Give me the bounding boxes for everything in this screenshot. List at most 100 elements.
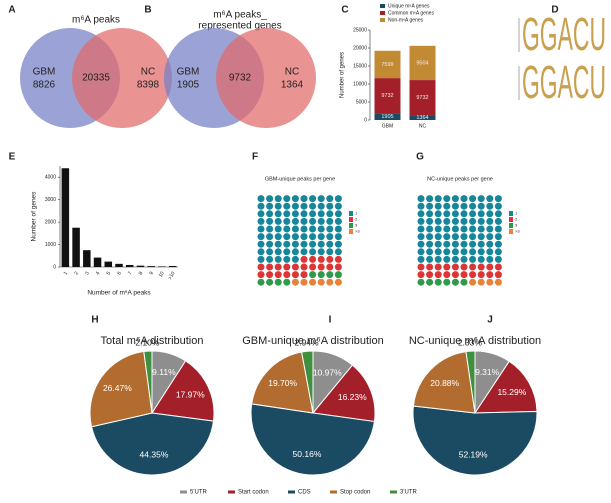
- waffle-cell: [443, 278, 451, 286]
- legend-label: Unique m⁶A genes: [388, 3, 430, 9]
- waffle-cell: [334, 210, 342, 218]
- waffle-cell: [257, 255, 265, 263]
- waffle-cell: [300, 233, 308, 241]
- venn-title: m⁶A peaks: [72, 15, 120, 26]
- legend-label: 2: [515, 217, 518, 222]
- pie-title: NC-unique m⁶A distribution: [409, 335, 541, 347]
- waffle-cell: [291, 271, 299, 279]
- waffle-cell: [300, 240, 308, 248]
- waffle-cell: [494, 202, 502, 210]
- waffle-cell: [274, 240, 282, 248]
- waffle-cell: [326, 233, 334, 241]
- venn-title: m⁶A peaks_: [213, 10, 267, 21]
- pie-title: Total m⁶A distribution: [101, 335, 204, 347]
- legend-swatch: [349, 217, 353, 222]
- x-tick-label: 4: [95, 270, 102, 276]
- slice-label: 10.97%: [313, 368, 342, 378]
- panel-letter: F: [252, 152, 258, 163]
- pie-slice: [474, 360, 538, 414]
- waffle-cell: [334, 271, 342, 279]
- waffle-cell: [274, 263, 282, 271]
- legend-label: CDS: [298, 490, 311, 496]
- legend-swatch: [349, 211, 353, 216]
- waffle-cell: [291, 225, 299, 233]
- y-tick-label: 15000: [353, 63, 367, 69]
- waffle-cell: [334, 248, 342, 256]
- y-tick-label: 1000: [45, 242, 56, 248]
- logo-sequence: GGACU: [522, 10, 606, 61]
- waffle-cell: [486, 225, 494, 233]
- waffle-cell: [486, 240, 494, 248]
- waffle-cell: [469, 271, 477, 279]
- waffle-cell: [486, 210, 494, 218]
- waffle-cell: [417, 255, 425, 263]
- waffle-cell: [434, 271, 442, 279]
- value-label: 7599: [381, 62, 393, 68]
- waffle-cell: [274, 202, 282, 210]
- slice-label: 20.88%: [430, 378, 459, 388]
- waffle-cell: [283, 271, 291, 279]
- waffle-cell: [486, 217, 494, 225]
- waffle-cell: [451, 225, 459, 233]
- waffle-cell: [326, 195, 334, 203]
- waffle-cell: [451, 210, 459, 218]
- waffle-cell: [426, 271, 434, 279]
- waffle-cell: [494, 195, 502, 203]
- bar: [125, 264, 134, 267]
- y-tick-label: 0: [53, 264, 56, 270]
- value-label: 1364: [416, 115, 428, 121]
- legend-swatch: [509, 211, 513, 216]
- waffle-cell: [469, 240, 477, 248]
- waffle-cell: [334, 225, 342, 233]
- waffle-cell: [334, 278, 342, 286]
- pie-slice: [90, 412, 215, 476]
- waffle-cell: [451, 248, 459, 256]
- waffle-cell: [300, 195, 308, 203]
- waffle-cell: [326, 210, 334, 218]
- slice-label: 17.97%: [176, 390, 205, 400]
- waffle-cell: [469, 263, 477, 271]
- panel-letter: J: [487, 315, 493, 326]
- legend-label: 3: [355, 223, 358, 228]
- waffle-cell: [283, 210, 291, 218]
- waffle-cell: [460, 248, 468, 256]
- waffle-cell: [486, 278, 494, 286]
- x-tick-label: 9: [148, 270, 155, 276]
- waffle-cell: [326, 271, 334, 279]
- waffle-cell: [443, 195, 451, 203]
- bar: [72, 227, 80, 267]
- waffle-cell: [309, 240, 317, 248]
- waffle-cell: [477, 255, 485, 263]
- waffle-cell: [417, 225, 425, 233]
- waffle-cell: [494, 263, 502, 271]
- pie-slice: [89, 350, 153, 428]
- x-tick-label: 5: [106, 270, 113, 276]
- waffle-cell: [434, 233, 442, 241]
- waffle-cell: [266, 240, 274, 248]
- pie-slice: [312, 364, 376, 423]
- value-label: 9732: [381, 93, 393, 99]
- waffle-cell: [494, 255, 502, 263]
- waffle-cell: [317, 271, 325, 279]
- waffle-cell: [426, 210, 434, 218]
- waffle-cell: [326, 263, 334, 271]
- x-tick-label: 1: [63, 270, 70, 276]
- waffle-cell: [460, 217, 468, 225]
- legend-label: Stop codon: [340, 490, 370, 496]
- waffle-cell: [317, 202, 325, 210]
- waffle-cell: [460, 202, 468, 210]
- waffle-cell: [451, 202, 459, 210]
- waffle-cell: [494, 271, 502, 279]
- waffle-cell: [300, 255, 308, 263]
- legend-label: Non-m⁶A genes: [388, 17, 424, 23]
- waffle-cell: [434, 263, 442, 271]
- waffle-cell: [317, 233, 325, 241]
- bar: [104, 261, 113, 267]
- waffle-cell: [443, 271, 451, 279]
- waffle-cell: [291, 202, 299, 210]
- waffle-cell: [283, 202, 291, 210]
- waffle-cell: [326, 225, 334, 233]
- bar: [168, 265, 177, 267]
- waffle-cell: [283, 278, 291, 286]
